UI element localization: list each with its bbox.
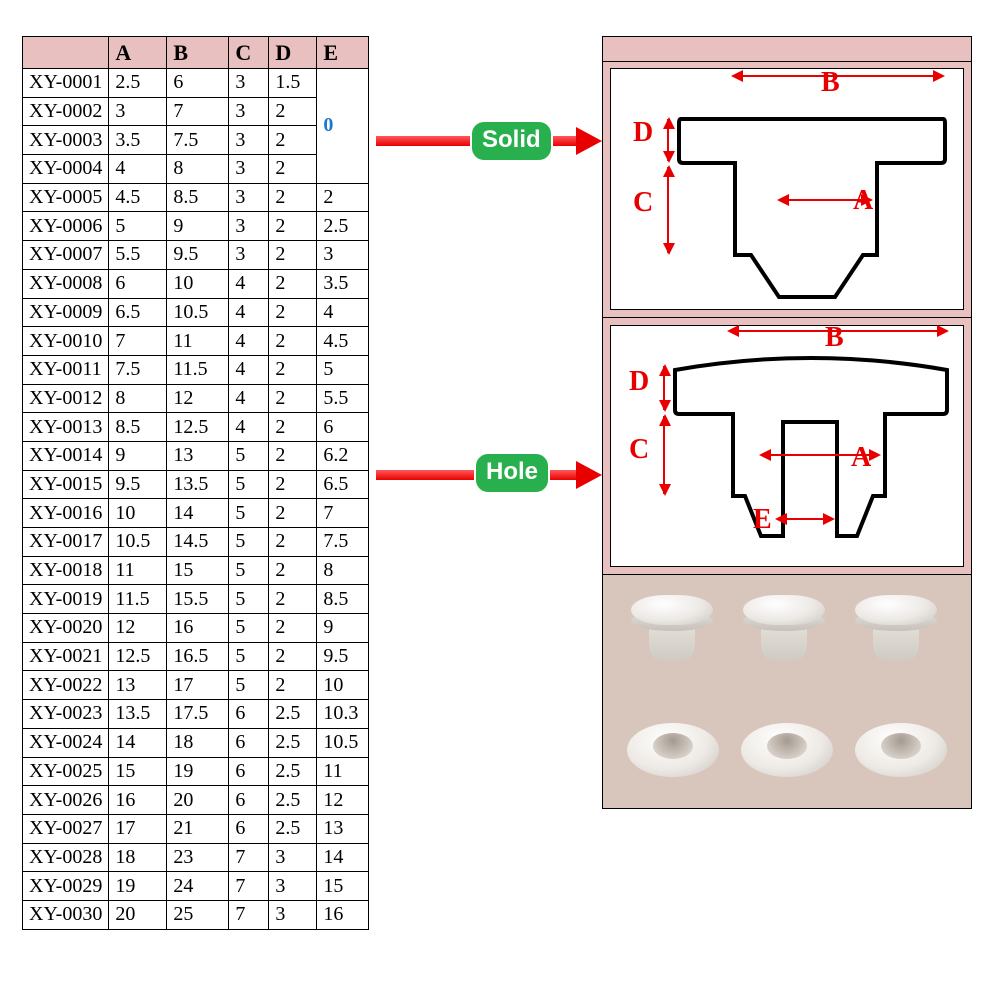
badge-hole: Hole <box>474 452 550 494</box>
col-header-D: D <box>269 37 317 69</box>
diagram-column: B D C A B D C A E <box>602 36 972 809</box>
dim-label-E: E <box>753 504 772 536</box>
table-row: XY-0014913526.2 <box>23 441 369 470</box>
table-row: XY-0010711424.5 <box>23 327 369 356</box>
col-header-id <box>23 37 109 69</box>
table-row: XY-0024141862.510.5 <box>23 728 369 757</box>
dim-label-A: A <box>853 185 873 217</box>
col-header-E: E <box>317 37 369 69</box>
table-row: XY-003020257316 <box>23 900 369 929</box>
col-header-A: A <box>109 37 167 69</box>
table-row: XY-002213175210 <box>23 671 369 700</box>
table-row: XY-0026162062.512 <box>23 786 369 815</box>
panel-photo <box>602 575 972 809</box>
table-row: XY-002919247315 <box>23 872 369 901</box>
dim-label-B: B <box>825 322 844 354</box>
photo-plug-1 <box>631 595 713 667</box>
table-row: XY-001710.514.5527.5 <box>23 528 369 557</box>
photo-ring-3 <box>855 723 947 777</box>
diagram-solid: B D C A <box>610 68 964 310</box>
dim-label-B: B <box>821 67 840 99</box>
table-row: XY-002112.516.5529.5 <box>23 642 369 671</box>
table-row: XY-000659322.5 <box>23 212 369 241</box>
photo-plug-2 <box>743 595 825 667</box>
table-row: XY-00159.513.5526.5 <box>23 470 369 499</box>
table-row: XY-00117.511.5425 <box>23 355 369 384</box>
diagram-hole: B D C A E <box>610 325 964 567</box>
col-header-B: B <box>167 37 229 69</box>
merged-e-zero: 0 <box>317 69 369 184</box>
badge-solid: Solid <box>470 120 553 162</box>
table-row: XY-0012812425.5 <box>23 384 369 413</box>
panel-solid: B D C A <box>602 36 972 318</box>
table-row: XY-00161014527 <box>23 499 369 528</box>
photo-plug-3 <box>855 595 937 667</box>
dim-label-D: D <box>629 366 649 398</box>
dim-label-C: C <box>629 434 649 466</box>
photo-ring-1 <box>627 723 719 777</box>
table-row: XY-002818237314 <box>23 843 369 872</box>
table-row: XY-00201216529 <box>23 614 369 643</box>
table-row: XY-001911.515.5528.5 <box>23 585 369 614</box>
dim-label-A: A <box>851 442 871 474</box>
photo-ring-2 <box>741 723 833 777</box>
table-row: XY-00075.59.5323 <box>23 241 369 270</box>
dim-label-D: D <box>633 117 653 149</box>
table-row: XY-0008610423.5 <box>23 269 369 298</box>
table-row: XY-00054.58.5322 <box>23 183 369 212</box>
table-row: XY-00181115528 <box>23 556 369 585</box>
spec-table: ABCDE XY-00012.5631.50XY-00023732XY-0003… <box>22 36 369 930</box>
panel-hole: B D C A E <box>602 318 972 575</box>
table-row: XY-00138.512.5426 <box>23 413 369 442</box>
table-row: XY-0027172162.513 <box>23 814 369 843</box>
table-row: XY-00012.5631.50 <box>23 69 369 98</box>
dim-label-C: C <box>633 187 653 219</box>
table-row: XY-00096.510.5424 <box>23 298 369 327</box>
table-row: XY-0025151962.511 <box>23 757 369 786</box>
col-header-C: C <box>229 37 269 69</box>
table-row: XY-002313.517.562.510.3 <box>23 700 369 729</box>
